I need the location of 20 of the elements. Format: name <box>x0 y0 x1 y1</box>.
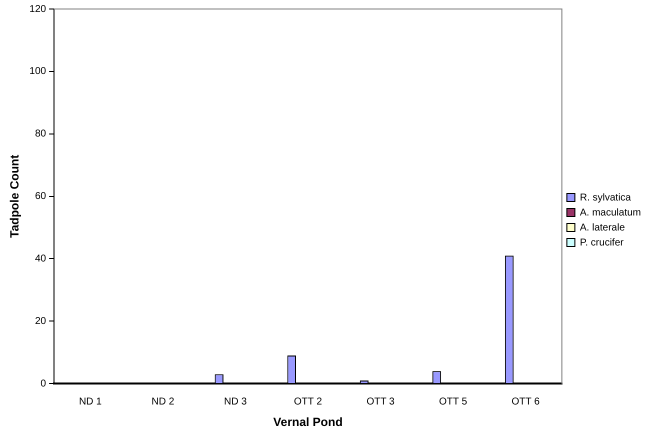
legend-label: A. laterale <box>580 222 626 234</box>
legend-label: P. crucifer <box>580 237 624 248</box>
x-tick-label: ND 2 <box>151 396 175 408</box>
y-tick-label: 120 <box>29 4 47 15</box>
y-tick-label: 20 <box>34 316 47 327</box>
y-tick-label: 60 <box>34 191 47 202</box>
y-tick-label: 80 <box>34 128 47 140</box>
y-tick-label: 0 <box>40 378 47 390</box>
x-tick-label: OTT 3 <box>366 396 396 408</box>
x-tick-label: ND 3 <box>224 396 248 408</box>
x-tick-label: OTT 6 <box>512 396 540 408</box>
y-axis-title: Tadpole Count <box>8 154 22 238</box>
x-tick-label: OTT 2 <box>294 396 322 408</box>
x-axis-title: Vernal Pond <box>273 415 343 430</box>
x-tick-label: OTT 5 <box>438 396 468 408</box>
y-tick-label: 40 <box>34 253 47 264</box>
x-tick-label: ND 1 <box>78 396 102 408</box>
legend-label: R. sylvatica <box>580 192 632 204</box>
legend-label: A. maculatum <box>580 207 642 218</box>
y-tick-label: 100 <box>29 66 47 78</box>
